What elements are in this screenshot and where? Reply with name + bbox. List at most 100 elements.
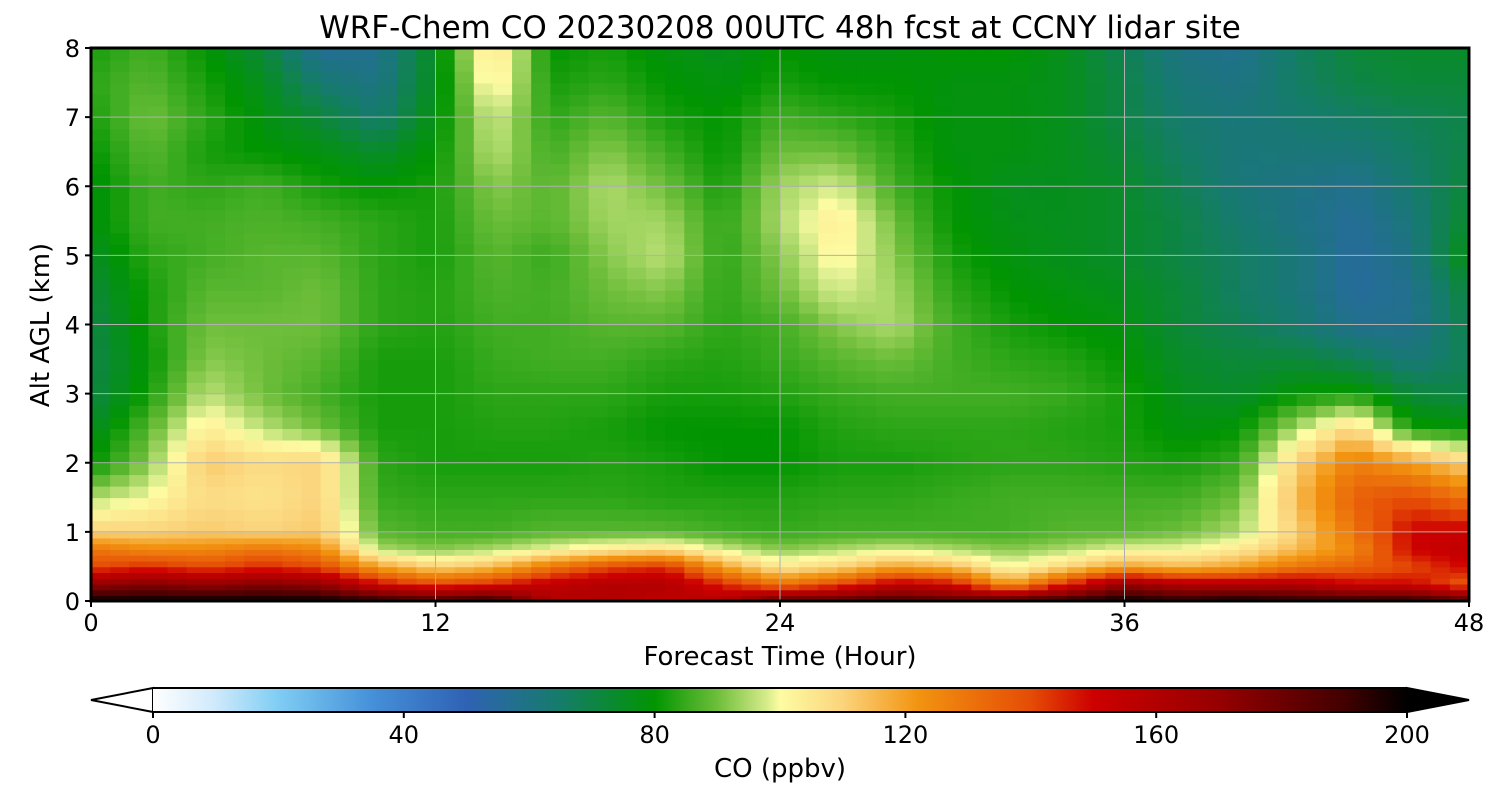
heatmap-cell <box>1335 151 1355 165</box>
heatmap-cell <box>665 405 686 418</box>
heatmap-cell <box>1067 324 1088 337</box>
heatmap-cell <box>837 174 858 188</box>
heatmap-cell <box>1411 220 1432 234</box>
heatmap-cell <box>588 577 609 585</box>
heatmap-cell <box>684 347 705 360</box>
heatmap-cell <box>799 163 820 176</box>
heatmap-cell <box>990 531 1011 539</box>
heatmap-cell <box>799 278 820 291</box>
heatmap-cell <box>913 370 934 383</box>
heatmap-cell <box>952 336 973 349</box>
heatmap-cell <box>1239 577 1260 585</box>
heatmap-cell <box>205 209 226 222</box>
heatmap-cell <box>703 508 724 522</box>
heatmap-cell <box>492 508 513 522</box>
heatmap-cell <box>550 163 571 176</box>
heatmap-cell <box>531 186 552 199</box>
heatmap-cell <box>1067 186 1088 199</box>
heatmap-cell <box>416 549 437 556</box>
heatmap-cell <box>894 595 915 601</box>
heatmap-cell <box>933 266 954 280</box>
heatmap-cell <box>550 543 571 550</box>
heatmap-cell <box>626 312 647 326</box>
heatmap-cell <box>110 359 131 372</box>
heatmap-cell <box>818 416 839 429</box>
heatmap-cell <box>531 370 552 383</box>
heatmap-cell <box>1315 572 1336 579</box>
heatmap-cell <box>244 589 265 597</box>
heatmap-cell <box>646 531 666 539</box>
heatmap-cell <box>1258 324 1279 337</box>
heatmap-cell <box>1028 255 1049 268</box>
heatmap-cell <box>1009 59 1030 72</box>
heatmap-cell <box>1201 94 1221 107</box>
heatmap-cell <box>1181 583 1202 591</box>
heatmap-cell <box>856 105 877 118</box>
heatmap-cell <box>186 220 207 234</box>
heatmap-cell <box>990 451 1011 464</box>
heatmap-cell <box>1124 537 1145 545</box>
heatmap-cell <box>416 117 437 130</box>
heatmap-cell <box>282 255 303 268</box>
heatmap-cell <box>301 48 322 61</box>
heatmap-cell <box>722 266 743 280</box>
heatmap-cell <box>703 595 724 601</box>
heatmap-cell <box>856 520 877 533</box>
heatmap-cell <box>626 82 647 95</box>
heatmap-cell <box>358 439 379 453</box>
heatmap-cell <box>512 94 532 107</box>
heatmap-cell <box>818 186 839 199</box>
heatmap-cell <box>1373 289 1394 303</box>
heatmap-cell <box>1392 382 1413 395</box>
heatmap-cell <box>224 370 245 383</box>
heatmap-cell <box>971 278 992 291</box>
heatmap-cell <box>1124 474 1145 487</box>
heatmap-cell <box>205 439 226 453</box>
heatmap-cell <box>1086 537 1107 545</box>
heatmap-cell <box>703 220 724 234</box>
heatmap-cell <box>454 278 475 291</box>
heatmap-cell <box>320 370 341 383</box>
heatmap-cell <box>454 393 475 406</box>
heatmap-cell <box>1411 71 1432 84</box>
heatmap-cell <box>684 359 705 372</box>
heatmap-cell <box>1181 595 1202 601</box>
heatmap-cell <box>626 105 647 118</box>
heatmap-cell <box>224 209 245 222</box>
heatmap-cell <box>722 48 743 61</box>
heatmap-cell <box>588 312 609 326</box>
heatmap-cell <box>378 566 399 573</box>
heatmap-cell <box>320 428 341 441</box>
heatmap-cell <box>1258 595 1279 601</box>
heatmap-cell <box>1430 347 1451 360</box>
heatmap-cell <box>301 301 322 314</box>
heatmap-cell <box>378 82 399 95</box>
heatmap-cell <box>1430 537 1451 545</box>
heatmap-cell <box>1277 589 1298 597</box>
heatmap-cell <box>454 94 475 107</box>
heatmap-cell <box>780 232 800 245</box>
heatmap-cell <box>416 572 437 579</box>
heatmap-cell <box>913 71 934 84</box>
heatmap-cell <box>1354 543 1375 550</box>
heatmap-cell <box>435 163 456 176</box>
heatmap-cell <box>780 393 800 406</box>
heatmap-cell <box>1411 405 1432 418</box>
heatmap-cell <box>1239 117 1260 130</box>
heatmap-cell <box>1162 105 1183 118</box>
heatmap-cell <box>1258 197 1279 211</box>
heatmap-cell <box>684 266 705 280</box>
heatmap-cell <box>167 520 188 533</box>
heatmap-cell <box>1067 462 1088 476</box>
heatmap-cell <box>703 174 724 188</box>
heatmap-cell <box>760 232 781 245</box>
heatmap-cell <box>1009 560 1030 568</box>
heatmap-cell <box>607 531 628 539</box>
heatmap-cell <box>244 520 265 533</box>
heatmap-cell <box>320 243 341 257</box>
heatmap-cell <box>129 71 150 84</box>
heatmap-cell <box>875 405 896 418</box>
heatmap-cell <box>244 554 265 562</box>
heatmap-cell <box>665 220 686 234</box>
heatmap-cell <box>1335 220 1355 234</box>
